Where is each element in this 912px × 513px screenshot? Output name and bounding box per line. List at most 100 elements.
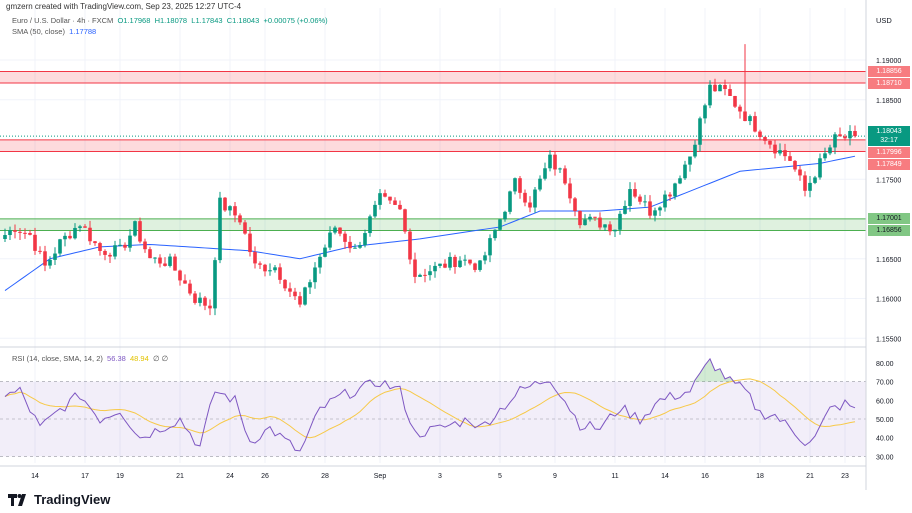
candle-body [438,263,442,266]
current-price: 1.18043 [876,128,902,136]
candle-body [763,137,767,141]
zone-red [0,139,866,152]
candle-body [638,196,642,202]
candle-body [338,227,342,234]
candle-body [13,230,17,232]
candle-body [433,265,437,272]
candle-body [663,194,667,208]
rsi-tick: 80.00 [876,361,894,368]
candle-body [58,239,62,254]
candle-body [543,168,547,179]
candle-body [193,293,197,303]
zone-green [0,218,866,231]
candle-body [173,256,177,271]
candle-body [88,227,92,242]
candle-body [563,168,567,184]
price-tick: 1.16000 [876,297,901,304]
candle-body [68,235,72,239]
candle-body [293,291,297,297]
candle-body [133,221,137,236]
candle-body [258,263,262,265]
candle-body [648,201,652,216]
candle-body [243,222,247,234]
candle-body [723,85,727,90]
candle-body [628,189,632,206]
candle-body [328,232,332,248]
price-chart[interactable]: USD 1.19000 1.18500 1.17500 1.16500 1.16000 1… [0,0,912,490]
candle-body [148,249,152,259]
candle-body [738,106,742,112]
candle-body [808,182,812,191]
time-tick: 28 [321,473,329,480]
price-tick: 1.16500 [876,257,901,264]
time-tick: 14 [31,473,39,480]
time-tick: 26 [261,473,269,480]
price-tick: 1.19000 [876,58,901,65]
candle-body [838,134,842,137]
rsi-value: 56.38 [107,354,126,363]
change-value: +0.00075 (+0.06%) [263,16,328,25]
candle-body [368,216,372,234]
candle-body [678,178,682,184]
candle-body [38,250,42,252]
candle-body [298,296,302,305]
candle-body [143,241,147,250]
time-tick: 16 [701,473,709,480]
candle-body [478,260,482,270]
candle-body [363,233,367,246]
rsi-line [4,357,856,452]
sma-label[interactable]: SMA (50, close) [12,27,65,36]
candle-body [158,257,162,264]
symbol-title[interactable]: Euro / U.S. Dollar · 4h · FXCM [12,16,114,25]
candle-body [108,254,112,257]
candle-body [278,267,282,280]
candle-body [83,226,87,228]
candle-body [378,193,382,205]
candle-body [773,144,777,154]
candle-body [388,196,392,201]
candle-body [178,270,182,281]
candle-body [703,105,707,119]
sma-value: 1.17788 [69,27,97,36]
candle-body [813,177,817,183]
candle-body [233,206,237,216]
rsi-label[interactable]: RSI (14, close, SMA, 14, 2) [12,354,103,363]
candle-body [198,297,202,303]
candle-body [828,147,832,154]
candle-body [613,229,617,232]
rsi-tick: 50.00 [876,417,894,424]
candle-body [8,230,12,236]
candle-body [273,267,277,271]
candle-body [208,305,212,309]
candle-body [673,183,677,197]
candle-body [73,227,77,239]
candle-body [633,189,637,197]
candle-body [588,216,592,220]
candle-body [213,260,217,309]
candle-body [798,169,802,176]
candle-body [468,259,472,264]
candle-body [698,118,702,145]
candle-body [53,253,57,260]
price-label-red: 1.17996 [868,147,910,159]
price-label-red: 1.17849 [868,159,910,171]
rsi-overbought-fill [365,358,735,382]
candle-body [353,247,357,249]
candle-body [23,232,27,234]
candle-body [153,257,157,259]
candle-body [333,227,337,233]
candle-body [523,192,527,203]
rsi-tick: 60.00 [876,398,894,405]
price-label-green: 1.17001 [868,213,910,225]
price-label-red: 1.18710 [868,77,910,89]
candle-body [423,274,427,276]
candle-body [163,263,167,266]
candle-body [443,263,447,268]
candle-body [138,221,142,242]
candle-body [43,251,47,266]
candle-body [743,111,747,122]
candle-body [558,168,562,170]
candle-body [518,178,522,193]
tradingview-logo: TradingView [8,492,110,507]
brand-name: TradingView [34,492,111,507]
